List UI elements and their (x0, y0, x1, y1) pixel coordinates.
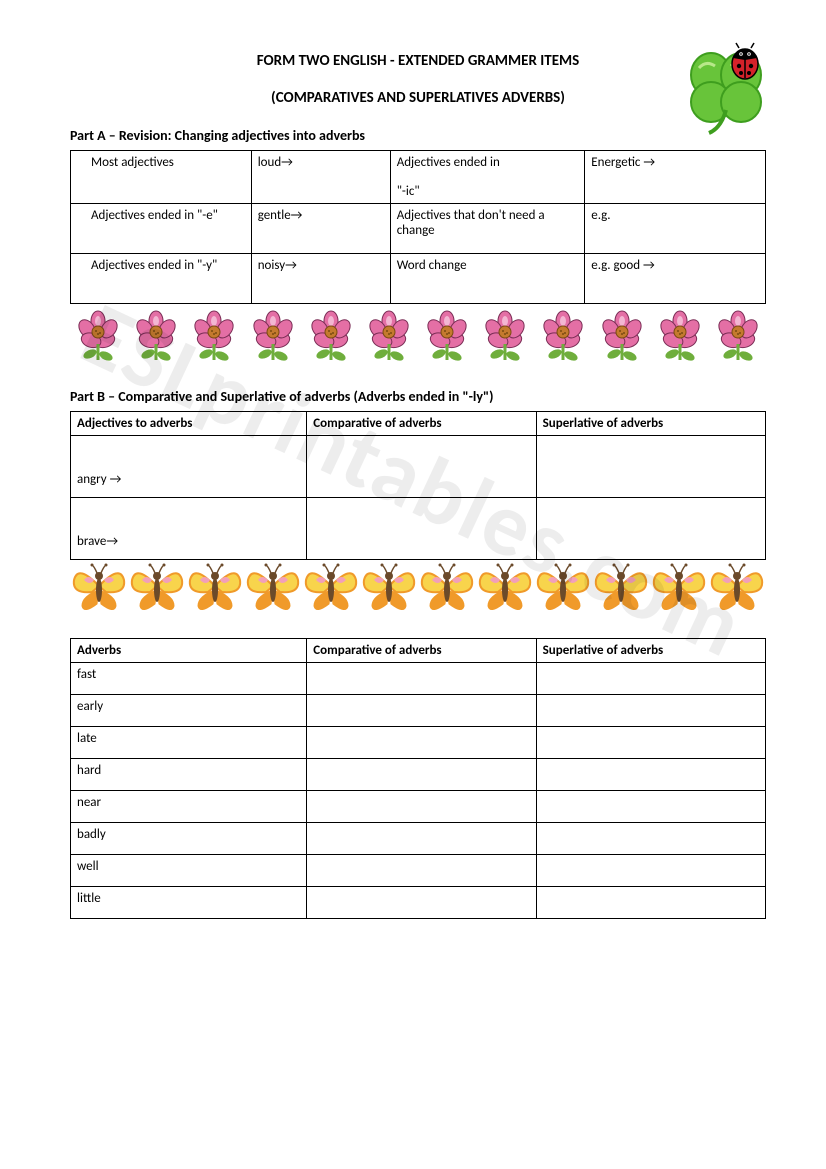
table-header: Adjectives to adverbs (71, 412, 307, 436)
table-cell (307, 855, 536, 887)
table-cell (307, 887, 536, 919)
butterfly-icon (244, 562, 302, 616)
table-cell: Adjectives ended in "-y" (71, 254, 252, 304)
table-cell (536, 663, 765, 695)
table-cell (307, 791, 536, 823)
flower-icon (245, 310, 301, 366)
table-cell (536, 436, 765, 498)
butterfly-icon (302, 562, 360, 616)
table-cell (536, 498, 765, 560)
table-cell: Word change (390, 254, 585, 304)
flower-icon (70, 310, 126, 366)
table-cell (307, 695, 536, 727)
flower-icon (419, 310, 475, 366)
table-cell (307, 823, 536, 855)
table-cell (307, 759, 536, 791)
butterfly-icon (708, 562, 766, 616)
title-line-2: (COMPARATIVES AND SUPERLATIVES ADVERBS) (70, 87, 766, 110)
table-header: Comparative of adverbs (307, 639, 536, 663)
table-cell: fast (71, 663, 307, 695)
table-cell (536, 855, 765, 887)
table-header: Superlative of adverbs (536, 639, 765, 663)
table-cell (536, 791, 765, 823)
part-b-table: Adjectives to adverbsComparative of adve… (70, 411, 766, 560)
table-cell: Energetic → (585, 151, 766, 204)
table-cell: brave→ (71, 498, 307, 560)
clover-ladybug-icon (681, 40, 771, 140)
flower-icon (710, 310, 766, 366)
table-cell: Adjectives that don't need a change (390, 204, 585, 254)
table-cell: noisy→ (251, 254, 390, 304)
table-cell (536, 887, 765, 919)
table-cell: little (71, 887, 307, 919)
flower-icon (594, 310, 650, 366)
table-cell: gentle→ (251, 204, 390, 254)
table-cell: angry → (71, 436, 307, 498)
part-a-table: Most adjectivesloud→Adjectives ended in"… (70, 150, 766, 304)
table-cell: loud→ (251, 151, 390, 204)
flower-icon (477, 310, 533, 366)
butterfly-icon (418, 562, 476, 616)
table-cell (307, 498, 536, 560)
butterfly-icon (128, 562, 186, 616)
table-cell: e.g. (585, 204, 766, 254)
table-header: Adverbs (71, 639, 307, 663)
flower-icon (535, 310, 591, 366)
part-b-heading: Part B – Comparative and Superlative of … (70, 388, 766, 405)
butterfly-icon (70, 562, 128, 616)
butterfly-divider-band (70, 562, 766, 616)
part-a-heading: Part A – Revision: Changing adjectives i… (70, 127, 766, 144)
table-cell (307, 436, 536, 498)
worksheet-page: ESLprintables.com (0, 0, 826, 959)
title-line-1: FORM TWO ENGLISH - EXTENDED GRAMMER ITEM… (70, 50, 766, 73)
butterfly-icon (476, 562, 534, 616)
table-cell: hard (71, 759, 307, 791)
table-cell: Adjectives ended in"-ic" (390, 151, 585, 204)
flower-icon (128, 310, 184, 366)
table-cell: Adjectives ended in "-e" (71, 204, 252, 254)
table-header: Superlative of adverbs (536, 412, 765, 436)
table-cell (536, 823, 765, 855)
table-cell: e.g. good → (585, 254, 766, 304)
part-c-table: AdverbsComparative of adverbsSuperlative… (70, 638, 766, 919)
table-cell: near (71, 791, 307, 823)
table-cell (536, 759, 765, 791)
table-cell (536, 695, 765, 727)
table-cell (536, 727, 765, 759)
table-cell (307, 663, 536, 695)
table-header: Comparative of adverbs (307, 412, 536, 436)
flower-divider-band (70, 310, 766, 366)
table-cell: badly (71, 823, 307, 855)
butterfly-icon (592, 562, 650, 616)
flower-icon (303, 310, 359, 366)
flower-icon (186, 310, 242, 366)
flower-icon (361, 310, 417, 366)
butterfly-icon (534, 562, 592, 616)
butterfly-icon (650, 562, 708, 616)
table-cell: early (71, 695, 307, 727)
flower-icon (652, 310, 708, 366)
table-cell (307, 727, 536, 759)
table-cell: well (71, 855, 307, 887)
table-cell: late (71, 727, 307, 759)
table-cell: Most adjectives (71, 151, 252, 204)
butterfly-icon (360, 562, 418, 616)
document-title: FORM TWO ENGLISH - EXTENDED GRAMMER ITEM… (70, 50, 766, 109)
butterfly-icon (186, 562, 244, 616)
